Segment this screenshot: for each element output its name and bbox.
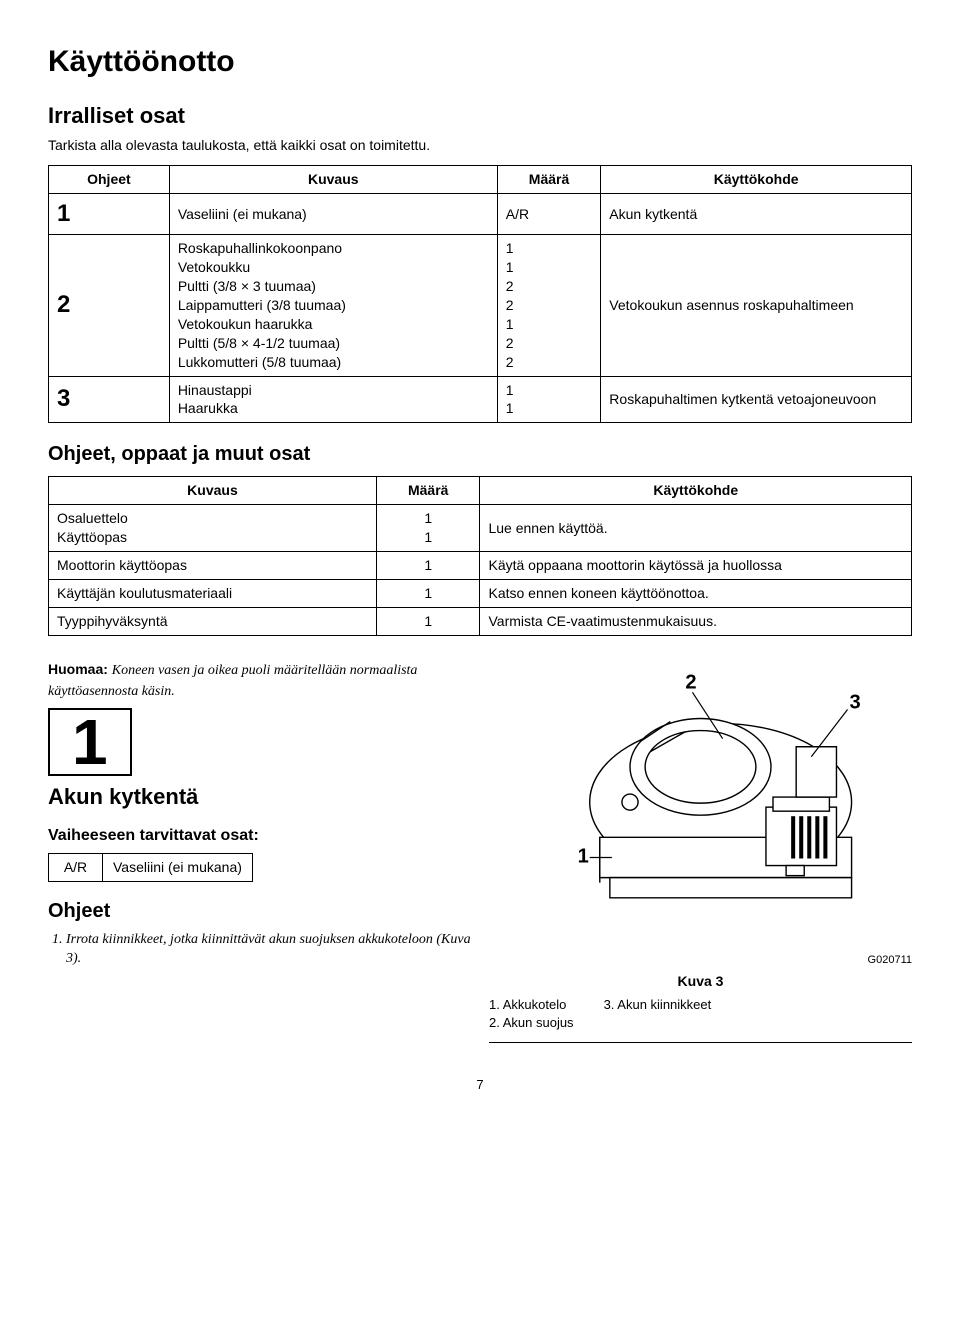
table-row: Tyyppihyväksyntä 1 Varmista CE-vaatimust… — [49, 607, 912, 635]
cell-line: 2 — [506, 296, 593, 315]
cell-line: Roskapuhallinkokoonpano — [178, 239, 489, 258]
callout-1: 1 — [578, 845, 589, 867]
engine-battery-diagram-icon: 1 2 3 — [489, 646, 912, 948]
cell-line: Hinaustappi — [178, 381, 489, 400]
row-num: 2 — [49, 235, 170, 376]
cell-line: Vetokoukun haarukka — [178, 315, 489, 334]
parts-desc: Vaseliini (ei mukana) — [103, 853, 253, 881]
loose-parts-heading: Irralliset osat — [48, 101, 912, 131]
row-maara: 1 1 — [376, 505, 480, 552]
figure-illustration: 1 2 3 — [489, 646, 912, 953]
row-kuvaus: Osaluettelo Käyttöopas — [49, 505, 377, 552]
cell-line: Osaluettelo — [57, 509, 368, 528]
cell-line: Käyttöopas — [57, 528, 368, 547]
instruction-list: Irrota kiinnikkeet, jotka kiinnittävät a… — [66, 931, 471, 969]
row-kohde: Katso ennen koneen käyttöönottoa. — [480, 579, 912, 607]
step-number-box: 1 — [48, 708, 132, 776]
cell-line: 1 — [506, 399, 593, 418]
loose-parts-table: Ohjeet Kuvaus Määrä Käyttökohde 1 Vaseli… — [48, 165, 912, 423]
cell-line: Lukkomutteri (5/8 tuumaa) — [178, 353, 489, 372]
row-kohde: Varmista CE-vaatimustenmukaisuus. — [480, 607, 912, 635]
docs-table: Kuvaus Määrä Käyttökohde Osaluettelo Käy… — [48, 476, 912, 635]
row-maara: 1 1 2 2 1 2 2 — [497, 235, 601, 376]
row-kohde: Käytä oppaana moottorin käytössä ja huol… — [480, 552, 912, 580]
th-ohjeet: Ohjeet — [49, 166, 170, 194]
table-row: Moottorin käyttöopas 1 Käytä oppaana moo… — [49, 552, 912, 580]
th-kohde: Käyttökohde — [480, 477, 912, 505]
table-row: Käyttäjän koulutusmateriaali 1 Katso enn… — [49, 579, 912, 607]
row-maara: 1 — [376, 579, 480, 607]
th-kohde: Käyttökohde — [601, 166, 912, 194]
cell-line: Pultti (5/8 × 4-1/2 tuumaa) — [178, 334, 489, 353]
loose-parts-desc: Tarkista alla olevasta taulukosta, että … — [48, 136, 912, 155]
parts-table: A/R Vaseliini (ei mukana) — [48, 853, 253, 882]
th-kuvaus: Kuvaus — [169, 166, 497, 194]
cell-line: Pultti (3/8 × 3 tuumaa) — [178, 277, 489, 296]
cell-line: Laippamutteri (3/8 tuumaa) — [178, 296, 489, 315]
table-row: 2 Roskapuhallinkokoonpano Vetokoukku Pul… — [49, 235, 912, 376]
page-number: 7 — [48, 1076, 912, 1094]
legend-item: 2. Akun suojus — [489, 1014, 574, 1032]
step-subheading: Vaiheeseen tarvittavat osat: — [48, 825, 471, 847]
row-kuvaus: Moottorin käyttöopas — [49, 552, 377, 580]
figure-gcode: G020711 — [489, 953, 912, 968]
figure-legend: 1. Akkukotelo 2. Akun suojus 3. Akun kii… — [489, 996, 912, 1031]
table-row: Osaluettelo Käyttöopas 1 1 Lue ennen käy… — [49, 505, 912, 552]
cell-line: Haarukka — [178, 399, 489, 418]
row-num: 1 — [49, 193, 170, 234]
row-kuvaus: Hinaustappi Haarukka — [169, 376, 497, 423]
th-maara: Määrä — [376, 477, 480, 505]
parts-qty: A/R — [49, 853, 103, 881]
row-kohde: Vetokoukun asennus roskapuhaltimeen — [601, 235, 912, 376]
row-num: 3 — [49, 376, 170, 423]
divider — [489, 1042, 912, 1043]
row-kohde: Roskapuhaltimen kytkentä vetoajoneuvoon — [601, 376, 912, 423]
step-title: Akun kytkentä — [48, 782, 471, 812]
table-header-row: Ohjeet Kuvaus Määrä Käyttökohde — [49, 166, 912, 194]
note-label: Huomaa: — [48, 661, 108, 677]
legend-item: 1. Akkukotelo — [489, 996, 574, 1014]
callout-3: 3 — [850, 691, 861, 713]
cell-line: 2 — [506, 334, 593, 353]
instruction-item: Irrota kiinnikkeet, jotka kiinnittävät a… — [66, 931, 471, 969]
cell-line: 1 — [506, 315, 593, 334]
row-maara: 1 — [376, 607, 480, 635]
figure-caption: Kuva 3 — [489, 972, 912, 991]
table-header-row: Kuvaus Määrä Käyttökohde — [49, 477, 912, 505]
cell-line: 1 — [385, 528, 472, 547]
row-kuvaus: Roskapuhallinkokoonpano Vetokoukku Pultt… — [169, 235, 497, 376]
table-row: 3 Hinaustappi Haarukka 1 1 Roskapuhaltim… — [49, 376, 912, 423]
cell-line: 1 — [506, 258, 593, 277]
row-maara: 1 — [376, 552, 480, 580]
page-title: Käyttöönotto — [48, 42, 912, 83]
table-row: 1 Vaseliini (ei mukana) A/R Akun kytkent… — [49, 193, 912, 234]
cell-line: 1 — [385, 509, 472, 528]
cell-line: 2 — [506, 277, 593, 296]
row-maara: A/R — [497, 193, 601, 234]
note-line: Huomaa: Koneen vasen ja oikea puoli määr… — [48, 660, 471, 702]
docs-heading: Ohjeet, oppaat ja muut osat — [48, 441, 912, 468]
row-kohde: Lue ennen käyttöä. — [480, 505, 912, 552]
cell-line: 1 — [506, 239, 593, 258]
ohjeet-heading: Ohjeet — [48, 898, 471, 925]
callout-2: 2 — [685, 671, 696, 693]
cell-line: 2 — [506, 353, 593, 372]
th-kuvaus: Kuvaus — [49, 477, 377, 505]
row-kohde: Akun kytkentä — [601, 193, 912, 234]
cell-line: 1 — [506, 381, 593, 400]
legend-item: 3. Akun kiinnikkeet — [604, 996, 712, 1031]
row-kuvaus: Käyttäjän koulutusmateriaali — [49, 579, 377, 607]
th-maara: Määrä — [497, 166, 601, 194]
table-row: A/R Vaseliini (ei mukana) — [49, 853, 253, 881]
row-kuvaus: Tyyppihyväksyntä — [49, 607, 377, 635]
row-maara: 1 1 — [497, 376, 601, 423]
row-kuvaus: Vaseliini (ei mukana) — [169, 193, 497, 234]
cell-line: Vetokoukku — [178, 258, 489, 277]
